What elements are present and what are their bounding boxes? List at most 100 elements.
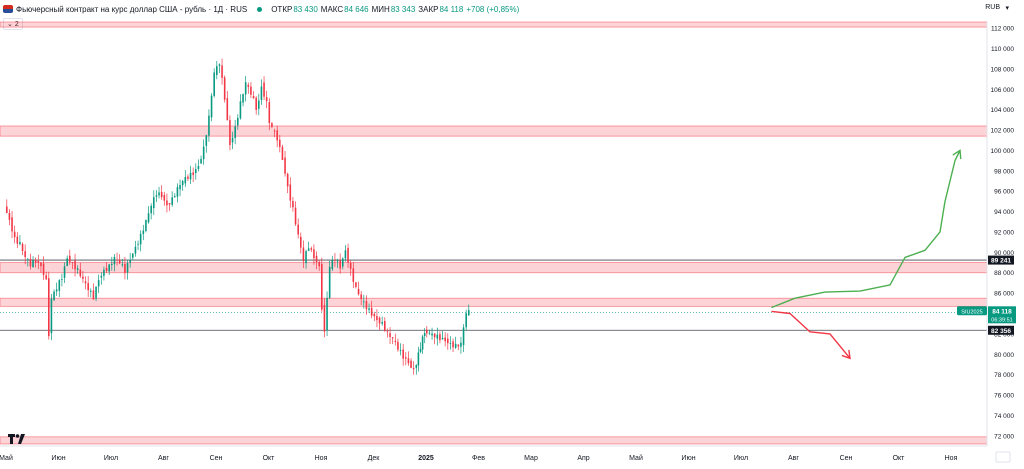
candle-body [168, 202, 171, 205]
time-tick-label: Май [629, 454, 643, 462]
ticker-tag [957, 306, 987, 316]
candle-body [231, 137, 234, 143]
candle-body [318, 261, 320, 267]
candle-body [24, 251, 26, 258]
price-tick-label: 98 000 [994, 168, 1014, 175]
close-label: ЗАКР [418, 4, 439, 14]
candle-body [158, 192, 160, 196]
candle-body [181, 180, 184, 186]
price-tick-label: 82 000 [994, 331, 1014, 338]
instrument-title[interactable]: Фьючерсный контракт на курс доллар США -… [16, 4, 248, 14]
resistance-zone [0, 21, 988, 28]
candle-body [213, 72, 215, 96]
candle-body [373, 313, 376, 317]
candle-body [394, 340, 397, 342]
candle-body [61, 279, 63, 280]
candle-body [34, 259, 37, 263]
candle-body [402, 349, 404, 359]
time-tick-label: Ноя [315, 455, 328, 462]
candle-body [419, 349, 422, 352]
candle-body [397, 341, 399, 350]
candle-body [250, 86, 252, 95]
candle-body [90, 290, 92, 292]
us-flag-icon [3, 5, 13, 13]
candle-body [205, 135, 208, 146]
candle-body [423, 333, 426, 337]
tradingview-logo-icon [8, 434, 25, 444]
candle-body [328, 266, 331, 298]
candle-body [16, 236, 19, 244]
price-tick-label: 108 000 [991, 66, 1015, 73]
candle-body [226, 98, 229, 121]
time-tick-label: Окт [263, 455, 276, 462]
candle-body [273, 130, 276, 132]
candle-body [347, 247, 349, 263]
candle-body [13, 231, 16, 238]
candle-body [313, 249, 315, 259]
candle-body [431, 333, 433, 336]
candle-body [284, 157, 286, 174]
candle-body [454, 343, 457, 348]
candle-body [218, 64, 221, 66]
candle-body [439, 334, 441, 341]
time-tick-label: Июл [734, 455, 748, 462]
price-tick-label: 106 000 [991, 87, 1015, 94]
candle-body [27, 259, 29, 260]
candle-body [229, 120, 231, 145]
level-price-tag [988, 255, 1014, 265]
candle-body [292, 201, 294, 208]
time-axis[interactable]: Май Июн Июл Авг Сен Окт Ноя Дек 2025 Фев Мар Апр Май… [0, 451, 1011, 463]
candle-body [105, 267, 108, 271]
price-tick-label: 100 000 [991, 148, 1015, 155]
candle-body [457, 344, 460, 347]
price-tick-label: 76 000 [994, 393, 1014, 400]
candle-body [452, 341, 454, 348]
candle-body [74, 260, 76, 270]
time-tick-label: Сен [210, 455, 223, 462]
candle-body [82, 276, 84, 279]
candle-body [444, 337, 446, 342]
candle-body [45, 275, 47, 280]
candle-body [460, 342, 462, 347]
currency-selector[interactable]: RUB [985, 4, 1000, 11]
candle-body [334, 260, 336, 261]
time-tick-label: Окт [893, 455, 906, 462]
candle-body [50, 298, 53, 334]
candle-body [192, 172, 194, 175]
time-tick-label: Фев [472, 455, 485, 462]
candle-body [339, 260, 341, 269]
candle-body [147, 213, 150, 223]
candle-body [342, 258, 344, 267]
candle-body [155, 195, 158, 197]
chevron-down-icon[interactable]: ▾ [1005, 5, 1009, 12]
level-price-label: 82 356 [991, 328, 1011, 335]
price-tick-label: 74 000 [994, 413, 1014, 420]
candle-body [465, 313, 467, 328]
time-tick-label: Май [0, 454, 13, 462]
candle-body [363, 301, 365, 303]
candle-body [255, 97, 257, 110]
candle-body [365, 301, 368, 310]
price-tick-label: 102 000 [991, 128, 1015, 135]
candle-body [40, 262, 42, 267]
bar-countdown-label: 06:39:51 [991, 317, 1012, 323]
candle-body [271, 123, 273, 127]
candle-body [336, 260, 339, 262]
candle-body [289, 184, 292, 201]
candle-body [247, 84, 250, 87]
candle-body [349, 262, 352, 269]
candle-body [195, 169, 197, 174]
candle-body [55, 289, 58, 292]
uptrend-arrow [771, 149, 961, 309]
candle-body [84, 281, 87, 284]
candle-body [216, 66, 218, 76]
candle-body [237, 118, 239, 126]
candle-body [378, 317, 381, 324]
candle-body [276, 130, 278, 141]
candle-body [197, 165, 200, 169]
resistance-zone [0, 436, 988, 445]
candle-body [132, 253, 134, 258]
candle-body [29, 258, 32, 267]
